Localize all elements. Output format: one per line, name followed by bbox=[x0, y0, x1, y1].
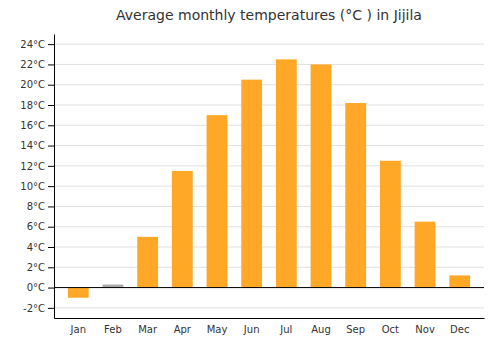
y-tick-label: 4°C bbox=[27, 242, 45, 253]
y-tick-label: 0°C bbox=[27, 282, 45, 293]
bars bbox=[68, 59, 470, 297]
y-tick-mark bbox=[48, 105, 54, 106]
y-tick: 2°C bbox=[27, 262, 54, 273]
x-tick: Sep bbox=[346, 324, 365, 335]
bar bbox=[311, 64, 332, 287]
y-tick-label: 24°C bbox=[20, 39, 45, 50]
grid-line bbox=[54, 125, 484, 126]
y-tick-mark bbox=[48, 267, 54, 268]
x-tick: Mar bbox=[138, 324, 158, 335]
x-tick: Jun bbox=[243, 324, 260, 335]
grid-line bbox=[54, 206, 484, 207]
grid-line bbox=[54, 186, 484, 187]
grid-line bbox=[54, 105, 484, 106]
y-tick-label: 6°C bbox=[27, 221, 45, 232]
x-tick: Jan bbox=[70, 324, 86, 335]
x-tick-label: Jul bbox=[279, 324, 292, 335]
y-tick-label: 14°C bbox=[20, 140, 45, 151]
y-tick-label: -2°C bbox=[23, 303, 45, 314]
y-tick-label: 18°C bbox=[20, 100, 45, 111]
x-tick: Apr bbox=[174, 324, 192, 335]
bar bbox=[137, 237, 158, 288]
y-tick-mark bbox=[48, 166, 54, 167]
title: Average monthly temperatures (°C ) in Ji… bbox=[116, 7, 422, 23]
grid-line bbox=[54, 287, 484, 288]
y-tick-label: 2°C bbox=[27, 262, 45, 273]
bar bbox=[345, 103, 366, 288]
grid-line bbox=[54, 307, 484, 308]
bar bbox=[172, 171, 193, 288]
x-tick-label: Jan bbox=[70, 324, 86, 335]
bar bbox=[380, 161, 401, 288]
grid bbox=[54, 44, 484, 308]
grid-line bbox=[54, 145, 484, 146]
grid-line bbox=[54, 84, 484, 85]
y-tick: 8°C bbox=[27, 201, 54, 212]
x-tick-label: Dec bbox=[450, 324, 469, 335]
x-tick-label: May bbox=[207, 324, 228, 335]
y-tick: 14°C bbox=[20, 140, 54, 151]
y-tick: 12°C bbox=[20, 161, 54, 172]
grid-line bbox=[54, 64, 484, 65]
bar bbox=[449, 275, 470, 287]
y-axis-line bbox=[54, 35, 55, 319]
x-tick: May bbox=[207, 324, 228, 335]
bar bbox=[241, 80, 262, 288]
x-tick-label: Jun bbox=[243, 324, 260, 335]
y-tick: 20°C bbox=[20, 79, 54, 90]
y-tick-mark bbox=[48, 44, 54, 45]
grid-line bbox=[54, 44, 484, 45]
chart: -2°C 0°C 2°C 4°C 6°C 8°C 10°C 12°C 14°C 16°C 18°C 2… bbox=[0, 0, 500, 350]
x-axis: Jan Feb Mar Apr May Jun Jul Aug Sep Oct Nov Dec bbox=[55, 319, 485, 336]
y-tick-label: 8°C bbox=[27, 201, 45, 212]
y-tick-label: 10°C bbox=[20, 181, 45, 192]
x-tick-label: Aug bbox=[311, 324, 331, 335]
y-tick-label: 22°C bbox=[20, 59, 45, 70]
y-tick: -2°C bbox=[23, 303, 54, 314]
bar bbox=[276, 59, 297, 287]
y-tick-mark bbox=[48, 64, 54, 65]
x-tick: Dec bbox=[450, 324, 469, 335]
bar bbox=[68, 288, 89, 298]
x-tick-label: Feb bbox=[104, 324, 122, 335]
x-tick: Feb bbox=[104, 324, 122, 335]
x-tick-label: Apr bbox=[174, 324, 192, 335]
y-tick-label: 12°C bbox=[20, 161, 45, 172]
y-tick: 6°C bbox=[27, 221, 54, 232]
x-tick-label: Nov bbox=[415, 324, 435, 335]
y-tick-label: 20°C bbox=[20, 79, 45, 90]
x-tick: Jul bbox=[279, 324, 292, 335]
y-tick-mark bbox=[48, 288, 54, 289]
y-tick-mark bbox=[48, 227, 54, 228]
bar bbox=[415, 222, 436, 288]
x-tick: Oct bbox=[382, 324, 399, 335]
y-tick-mark bbox=[48, 308, 54, 309]
y-tick-mark bbox=[48, 206, 54, 207]
zero-line bbox=[54, 287, 484, 288]
y-tick: 24°C bbox=[20, 39, 54, 50]
y-axis: -2°C 0°C 2°C 4°C 6°C 8°C 10°C 12°C 14°C 16°C 18°C 2… bbox=[20, 35, 54, 319]
y-tick-mark bbox=[48, 125, 54, 126]
y-tick: 18°C bbox=[20, 100, 54, 111]
y-tick-mark bbox=[48, 146, 54, 147]
y-tick: 22°C bbox=[20, 59, 54, 70]
x-tick: Aug bbox=[311, 324, 331, 335]
x-tick: Nov bbox=[415, 324, 435, 335]
y-tick-mark bbox=[48, 85, 54, 86]
y-tick: 0°C bbox=[27, 282, 54, 293]
y-tick: 16°C bbox=[20, 120, 54, 131]
x-axis-line bbox=[55, 318, 485, 319]
y-tick-mark bbox=[48, 247, 54, 248]
x-tick-label: Mar bbox=[138, 324, 158, 335]
y-tick: 4°C bbox=[27, 242, 54, 253]
y-tick: 10°C bbox=[20, 181, 54, 192]
x-tick-label: Oct bbox=[382, 324, 399, 335]
y-tick-label: 16°C bbox=[20, 120, 45, 131]
grid-line bbox=[54, 165, 484, 166]
y-tick-mark bbox=[48, 186, 54, 187]
x-tick-label: Sep bbox=[346, 324, 365, 335]
bar bbox=[207, 115, 228, 287]
